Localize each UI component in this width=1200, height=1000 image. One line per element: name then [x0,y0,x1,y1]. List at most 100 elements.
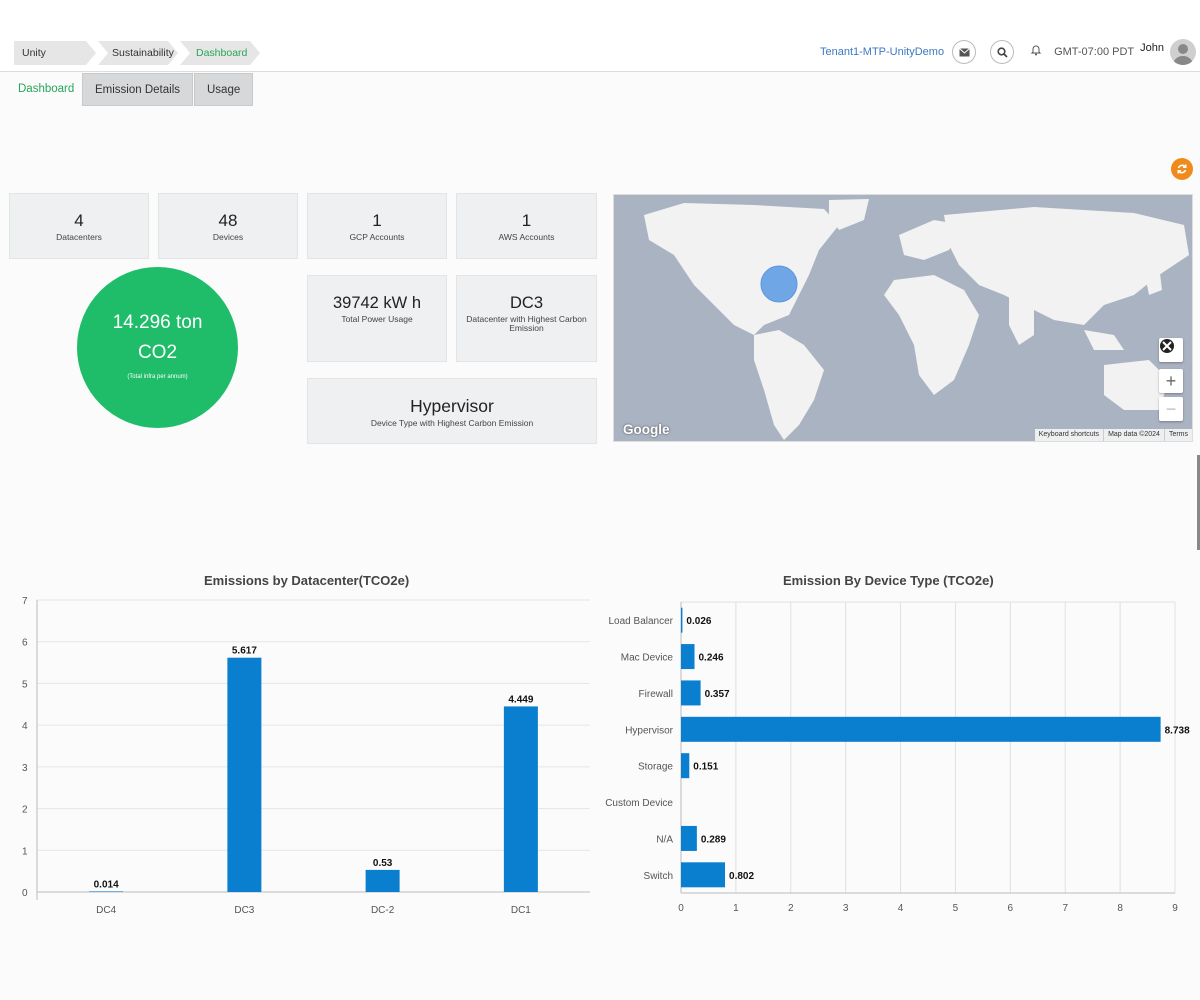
datacenter-emissions-chart: 0 1 2 3 4 5 6 7 0.014 DC4 5.617 DC3 0.53 DC-2 4.449 DC1 [0,560,600,920]
y-tick-label: 4 [22,721,28,732]
bar-mac-device [681,644,695,669]
device-emissions-chart: 0 1 2 3 4 5 6 7 8 9 Load Balancer 0.026 Mac Device 0.… [600,560,1200,920]
total-emission-unit: CO2 [77,342,238,364]
breadcrumb-sustainability[interactable]: Sustainability [98,41,178,65]
zoom-in-button[interactable]: + [1159,369,1183,393]
notifications-button[interactable] [1030,43,1042,61]
x-tick-label: DC3 [234,905,254,916]
total-emission-value: 14.296 ton [77,312,238,334]
y-tick-label: Custom Device [605,798,673,809]
gcp-accounts-label: GCP Accounts [308,233,446,242]
refresh-button[interactable] [1171,158,1193,180]
y-tick-label: Hypervisor [625,725,673,736]
aws-accounts-value: 1 [457,211,596,231]
bell-icon [1030,44,1042,56]
terms-link[interactable]: Terms [1164,429,1192,441]
x-tick-label: DC1 [511,905,531,916]
top-datacenter-value: DC3 [457,294,596,313]
datacenters-label: Datacenters [10,233,148,242]
data-label: 0.802 [729,871,754,882]
y-tick-label: N/A [656,834,673,845]
gcp-accounts-card: 1 GCP Accounts [307,193,447,259]
zoom-out-button[interactable]: − [1159,397,1183,421]
y-tick-label: Switch [644,871,673,882]
x-tick-label: 2 [788,903,794,914]
datacenters-value: 4 [10,211,148,231]
data-label: 0.246 [699,653,724,664]
y-tick-label: 6 [22,638,28,649]
search-icon [997,47,1008,58]
avatar[interactable] [1170,39,1196,65]
header-right: Tenant1-MTP-UnityDemo GMT-07:00 PDT John [820,38,1200,66]
y-tick-label: 3 [22,763,28,774]
user-icon [1170,39,1196,65]
x-tick-label: DC-2 [371,905,395,916]
breadcrumb-unity-services[interactable]: Unity Services [14,41,96,65]
y-tick-label: 2 [22,805,28,816]
breadcrumb-dashboard[interactable]: Dashboard [180,41,260,65]
bar-dc-2 [366,870,400,892]
tenant-selector[interactable]: Tenant1-MTP-UnityDemo [820,46,944,58]
total-emission-circle: 14.296 ton CO2 (Total infra per annum) [77,267,238,428]
power-usage-label: Total Power Usage [308,315,446,324]
x-tick-label: 5 [953,903,959,914]
mail-button[interactable] [952,40,976,64]
tab-dashboard[interactable]: Dashboard [10,73,81,106]
bar-dc4 [89,891,123,892]
devices-label: Devices [159,233,297,242]
bar-dc3 [227,658,261,892]
x-tick-label: 3 [843,903,849,914]
refresh-icon [1176,163,1188,175]
data-label: 0.026 [686,616,711,627]
x-tick-label: 8 [1117,903,1123,914]
y-tick-label: 7 [22,596,28,607]
world-map[interactable]: + − Google Keyboard shortcuts Map data ©… [613,194,1193,442]
x-tick-label: 1 [733,903,739,914]
map-attribution: Keyboard shortcuts Map data ©2024 Terms [1035,429,1192,441]
y-tick-label: Load Balancer [609,616,674,627]
data-label: 0.289 [701,834,726,845]
aws-accounts-label: AWS Accounts [457,233,596,242]
y-tick-label: 5 [22,679,28,690]
bar-load-balancer [681,608,682,633]
charts-area: Emissions by Datacenter(TCO2e) Emission … [0,560,1200,920]
total-emission-caption: (Total infra per annum) [77,374,238,380]
bar-n-a [681,826,697,851]
top-device-card: Hypervisor Device Type with Highest Carb… [307,378,597,444]
bar-storage [681,753,689,778]
streetview-button[interactable] [1159,338,1183,362]
tab-bar: Dashboard Emission Details Usage [10,73,254,106]
breadcrumb: Unity Services Sustainability Dashboard [14,41,262,65]
bar-firewall [681,680,701,705]
x-tick-label: 0 [678,903,684,914]
x-tick-label: 7 [1062,903,1068,914]
devices-card: 48 Devices [158,193,298,259]
search-button[interactable] [990,40,1014,64]
tab-usage[interactable]: Usage [194,73,253,106]
x-tick-label: 4 [898,903,904,914]
data-label: 0.357 [705,689,730,700]
y-tick-label: 0 [22,888,28,899]
data-label: 0.014 [94,879,119,890]
devices-value: 48 [159,211,297,231]
tab-emission-details[interactable]: Emission Details [82,73,193,106]
top-device-label: Device Type with Highest Carbon Emission [308,419,596,428]
map-land [614,195,1193,442]
datacenters-card: 4 Datacenters [9,193,149,259]
datacenter-marker[interactable] [761,266,797,302]
data-label: 8.738 [1165,725,1190,736]
data-label: 4.449 [508,694,533,705]
bar-hypervisor [681,717,1161,742]
y-tick-label: 1 [22,846,28,857]
user-name[interactable]: John [1140,42,1164,54]
top-datacenter-card: DC3 Datacenter with Highest Carbon Emiss… [456,275,597,362]
data-label: 0.53 [373,858,393,869]
top-datacenter-label: Datacenter with Highest Carbon Emission [457,315,596,333]
x-tick-label: 9 [1172,903,1178,914]
top-device-value: Hypervisor [308,396,596,417]
pegman-icon [1159,338,1175,354]
google-logo: Google [623,422,670,437]
top-bar: Unity Services Sustainability Dashboard … [0,0,1200,72]
keyboard-shortcuts-link[interactable]: Keyboard shortcuts [1035,429,1103,441]
gcp-accounts-value: 1 [308,211,446,231]
